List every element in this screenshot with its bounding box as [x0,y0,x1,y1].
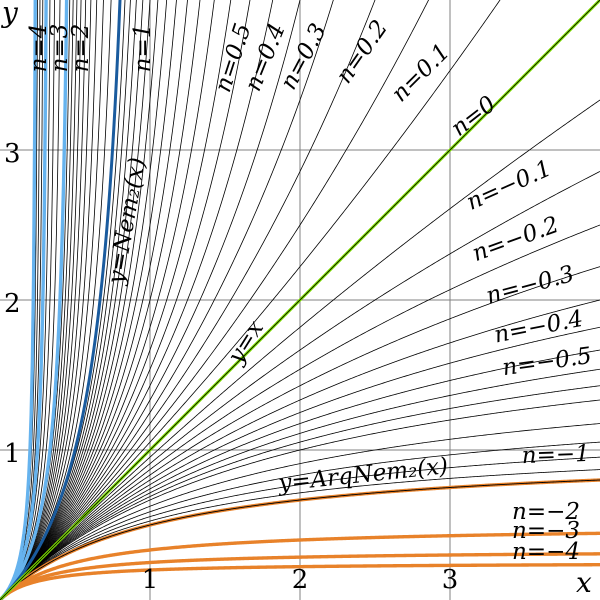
curve-orange-nm3 [0,552,600,600]
curve-label-2: n=2 [68,24,94,73]
curve-thin-nm0_35 [0,349,600,600]
curve-thin-nm0_15 [0,224,600,600]
curve-label-1: n=3 [47,24,73,73]
curve-label-9: n=0 [446,91,500,141]
curve-label-14: n=−0.5 [501,343,594,381]
curve-label-15: n=−1 [521,441,590,469]
curve-orange-nm4 [0,563,600,600]
curve-label-12: n=−0.3 [483,261,577,309]
x-tick-label-2: 2 [292,565,309,595]
curve-thin-n0_05 [0,0,501,600]
curve-thin-n0_4 [0,0,232,600]
curve-label-3: n=1 [130,24,156,73]
curve-thin-nm0_8 [0,456,600,600]
curve-thin-nm0_2 [0,266,600,600]
annotation-1: y=x [223,316,270,369]
curve-thin-nm0_45 [0,385,600,600]
curve-thin-nm0_3 [0,326,600,600]
curve-thin-n0_3 [0,0,274,600]
curve-label-8: n=0.1 [387,39,455,107]
y-tick-label-2: 2 [4,289,21,319]
x-tick-label-1: 1 [142,565,159,595]
curve-thin-n0_35 [0,0,251,600]
curve-thin-nm0_6 [0,423,600,600]
curve-label-13: n=−0.4 [492,306,585,349]
curve-label-11: n=−0.2 [469,212,562,267]
curve-label-0: n=4 [26,24,52,73]
curve-thin-nm0_9 [0,469,600,600]
y-axis-label: y [0,0,19,29]
x-axis-label: x [576,566,592,599]
curve-blue_dark-n1 [0,0,122,600]
curve-thin-nm0_05 [0,99,600,600]
curve-thin-nm0_7 [0,441,600,600]
y-tick-label-3: 3 [4,139,21,169]
curve-thin-nm0_25 [0,299,600,600]
curve-orange-core [0,479,600,600]
curve-thin-n0_2 [0,0,334,600]
curve-label-7: n=0.2 [331,16,393,89]
curve-label-16: n=−2 [512,499,580,525]
curve-label-18: n=−4 [512,539,580,565]
curve-thin-nm0_5 [0,399,600,600]
curve-thin-n0_15 [0,0,376,600]
x-tick-label-3: 3 [442,565,459,595]
curve-thin-nm0_1 [0,171,600,600]
curve-orange-nm2 [0,531,600,600]
curve-thin-n0_25 [0,0,301,600]
curve-thin-n0_1 [0,0,430,600]
curve-thin-nm0_4 [0,368,600,600]
tick-labels: 1 2 3 1 2 3 [4,139,458,595]
y-tick-label-1: 1 [4,439,21,469]
curve-label-17: n=−3 [512,518,580,544]
